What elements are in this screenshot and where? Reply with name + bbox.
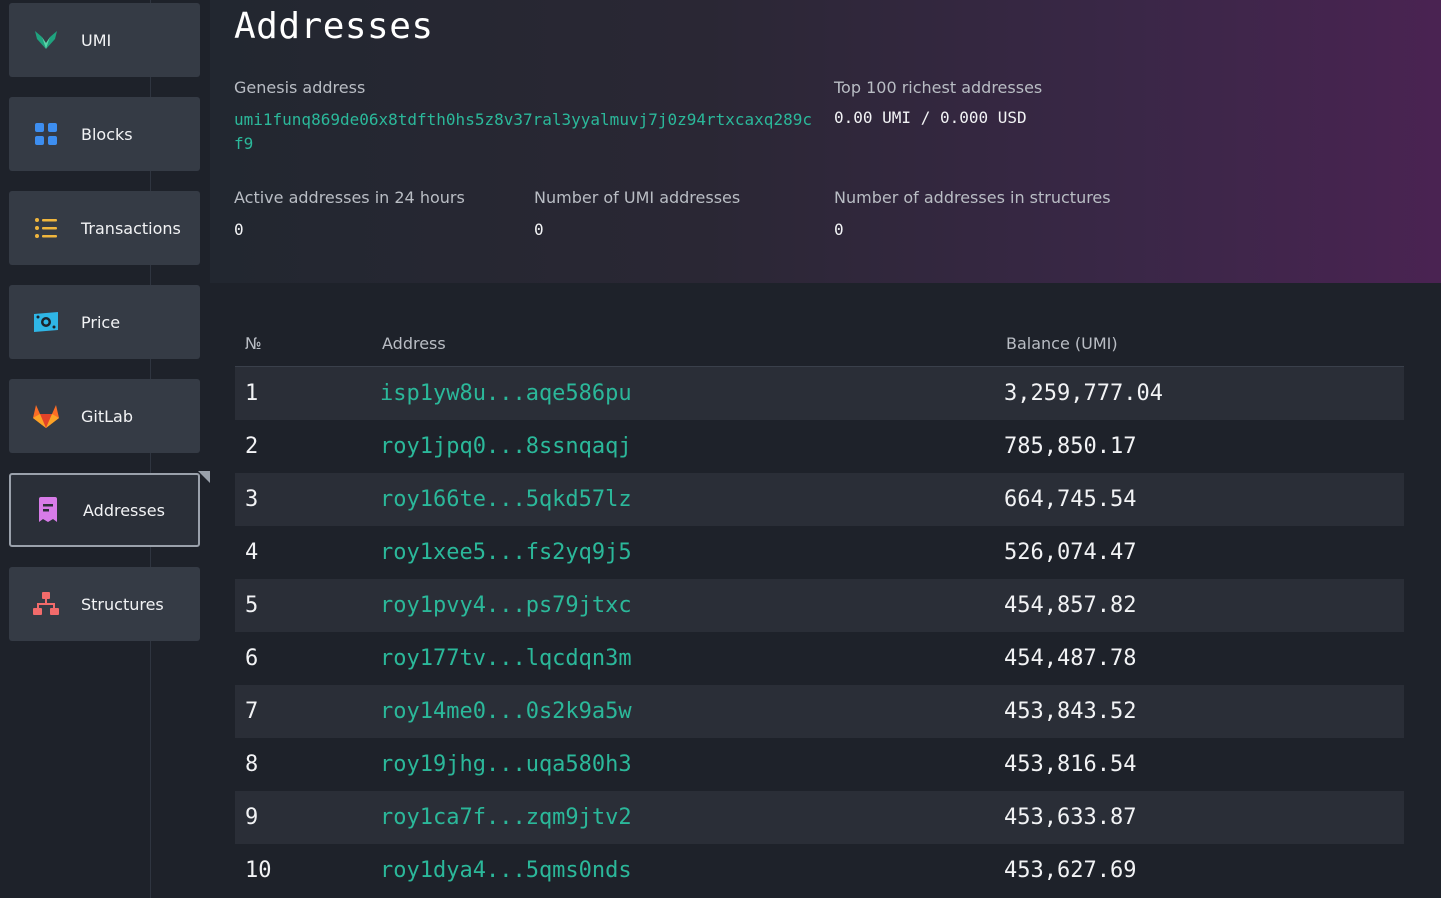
umi-addresses-count-value: 0 bbox=[534, 220, 544, 239]
balance-value: 453,816.54 bbox=[1004, 752, 1137, 777]
address-link[interactable]: roy1ca7f...zqm9jtv2 bbox=[380, 805, 632, 830]
table-row: 6 roy177tv...lqcdqn3m 454,487.78 bbox=[235, 632, 1404, 685]
balance-value: 785,850.17 bbox=[1004, 434, 1137, 459]
row-number: 4 bbox=[245, 540, 259, 565]
row-number: 10 bbox=[245, 858, 272, 883]
sidebar-item-label: GitLab bbox=[81, 406, 133, 426]
column-header-balance: Balance (UMI) bbox=[1006, 334, 1118, 353]
sidebar-item-label: Addresses bbox=[83, 500, 165, 520]
structure-addresses-count-value: 0 bbox=[834, 220, 844, 239]
sidebar-item-label: Blocks bbox=[81, 124, 133, 144]
grid-icon bbox=[32, 120, 60, 148]
row-number: 6 bbox=[245, 646, 259, 671]
sidebar-item-label: Structures bbox=[81, 594, 164, 614]
genesis-address-link[interactable]: umi1funq869de06x8tdfth0hs5z8v37ral3yyalm… bbox=[234, 110, 812, 153]
column-header-address: Address bbox=[382, 334, 446, 353]
address-link[interactable]: roy1jpq0...8ssnqaqj bbox=[380, 434, 632, 459]
address-link[interactable]: roy19jhg...uqa580h3 bbox=[380, 752, 632, 777]
balance-value: 664,745.54 bbox=[1004, 487, 1137, 512]
gitlab-icon bbox=[32, 402, 60, 430]
balance-value: 453,627.69 bbox=[1004, 858, 1137, 883]
list-icon bbox=[32, 214, 60, 242]
table-row: 9 roy1ca7f...zqm9jtv2 453,633.87 bbox=[235, 791, 1404, 844]
banknote-icon bbox=[32, 308, 60, 336]
table-row: 5 roy1pvy4...ps79jtxc 454,857.82 bbox=[235, 579, 1404, 632]
table-row: 8 roy19jhg...uqa580h3 453,816.54 bbox=[235, 738, 1404, 791]
table-row: 7 roy14me0...0s2k9a5w 453,843.52 bbox=[235, 685, 1404, 738]
address-link[interactable]: roy14me0...0s2k9a5w bbox=[380, 699, 632, 724]
genesis-address-label: Genesis address bbox=[234, 78, 366, 97]
balance-value: 454,487.78 bbox=[1004, 646, 1137, 671]
row-number: 8 bbox=[245, 752, 259, 777]
sidebar-item-addresses[interactable]: Addresses bbox=[9, 471, 210, 547]
address-link[interactable]: roy1dya4...5qms0nds bbox=[380, 858, 632, 883]
table-row: 2 roy1jpq0...8ssnqaqj 785,850.17 bbox=[235, 420, 1404, 473]
page-title: Addresses bbox=[234, 6, 434, 47]
sidebar-item-structures[interactable]: Structures bbox=[9, 567, 200, 641]
row-number: 9 bbox=[245, 805, 259, 830]
umi-addresses-count-label: Number of UMI addresses bbox=[534, 188, 741, 207]
active-addresses-label: Active addresses in 24 hours bbox=[234, 188, 465, 207]
balance-value: 453,843.52 bbox=[1004, 699, 1137, 724]
address-link[interactable]: roy1xee5...fs2yq9j5 bbox=[380, 540, 632, 565]
table-row: 3 roy166te...5qkd57lz 664,745.54 bbox=[235, 473, 1404, 526]
address-link[interactable]: roy177tv...lqcdqn3m bbox=[380, 646, 632, 671]
addresses-summary: Addresses Genesis address umi1funq869de0… bbox=[210, 0, 1441, 283]
sidebar-item-price[interactable]: Price bbox=[9, 285, 200, 359]
sidebar-item-label: UMI bbox=[81, 30, 112, 50]
table-row: 4 roy1xee5...fs2yq9j5 526,074.47 bbox=[235, 526, 1404, 579]
umi-logo-icon bbox=[32, 26, 60, 54]
balance-value: 454,857.82 bbox=[1004, 593, 1137, 618]
sidebar-item-label: Transactions bbox=[81, 218, 181, 238]
column-header-number: № bbox=[245, 334, 262, 353]
row-number: 7 bbox=[245, 699, 259, 724]
active-addresses-value: 0 bbox=[234, 220, 244, 239]
row-number: 5 bbox=[245, 593, 259, 618]
table-header: № Address Balance (UMI) bbox=[235, 324, 1404, 367]
structure-addresses-count-label: Number of addresses in structures bbox=[834, 188, 1111, 207]
row-number: 1 bbox=[245, 381, 259, 406]
sitemap-icon bbox=[32, 590, 60, 618]
receipt-icon bbox=[34, 496, 62, 524]
richest-addresses-value: 0.00 UMI / 0.000 USD bbox=[834, 108, 1027, 127]
sidebar-item-transactions[interactable]: Transactions bbox=[9, 191, 200, 265]
sidebar-item-blocks[interactable]: Blocks bbox=[9, 97, 200, 171]
sidebar-item-umi[interactable]: UMI bbox=[9, 3, 200, 77]
row-number: 2 bbox=[245, 434, 259, 459]
sidebar-item-gitlab[interactable]: GitLab bbox=[9, 379, 200, 453]
address-link[interactable]: roy1pvy4...ps79jtxc bbox=[380, 593, 632, 618]
balance-value: 3,259,777.04 bbox=[1004, 381, 1163, 406]
table-row: 10 roy1dya4...5qms0nds 453,627.69 bbox=[235, 844, 1404, 897]
table-row: 1 isp1yw8u...aqe586pu 3,259,777.04 bbox=[235, 367, 1404, 420]
sidebar-item-label: Price bbox=[81, 312, 121, 332]
address-link[interactable]: isp1yw8u...aqe586pu bbox=[380, 381, 632, 406]
address-link[interactable]: roy166te...5qkd57lz bbox=[380, 487, 632, 512]
row-number: 3 bbox=[245, 487, 259, 512]
addresses-table: № Address Balance (UMI) 1 isp1yw8u...aqe… bbox=[235, 324, 1404, 897]
balance-value: 453,633.87 bbox=[1004, 805, 1137, 830]
richest-addresses-label: Top 100 richest addresses bbox=[834, 78, 1043, 97]
balance-value: 526,074.47 bbox=[1004, 540, 1137, 565]
